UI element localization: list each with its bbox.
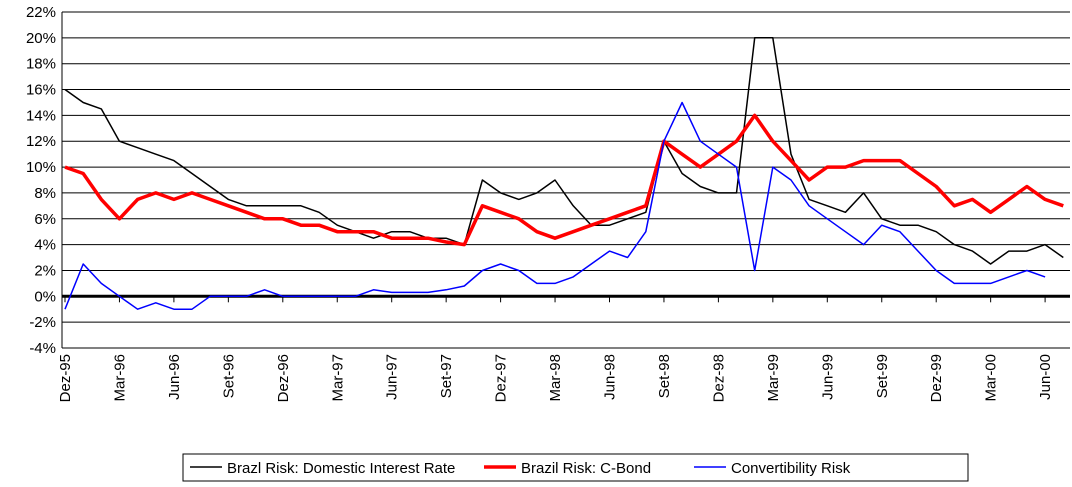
y-tick-label: 20% [26,30,56,47]
x-tick-label: Set-97 [438,354,455,398]
x-tick-label: Jun-96 [166,354,183,400]
y-tick-label: -4% [29,340,56,357]
y-tick-label: 0% [34,288,56,305]
legend-box [182,453,969,482]
x-tick-label: Dez-95 [57,354,74,402]
y-tick-label: 12% [26,133,56,150]
x-tick-label: Mar-99 [765,354,782,402]
x-tick-label: Jun-99 [819,354,836,400]
legend-label: Brazl Risk: Domestic Interest Rate [227,460,455,477]
x-tick-label: Mar-96 [111,354,128,402]
x-tick-label: Mar-97 [329,354,346,402]
x-tick-label: Dez-96 [275,354,292,402]
x-tick-label: Jun-97 [384,354,401,400]
series-line [64,37,1064,265]
series-line [64,101,1046,310]
y-tick-label: 4% [34,237,56,254]
y-tick-label: 10% [26,159,56,176]
x-tick-label: Mar-00 [983,354,1000,402]
x-tick-label: Dez-97 [493,354,510,402]
x-tick-label: Jun-98 [602,354,619,400]
x-tick-label: Set-96 [220,354,237,398]
y-tick-label: 8% [34,185,56,202]
legend-label: Brazil Risk: C-Bond [521,460,651,477]
y-tick-label: 22% [26,4,56,21]
x-tick-label: Set-98 [656,354,673,398]
series-line [64,113,1064,247]
x-tick-label: Dez-98 [710,354,727,402]
x-tick-label: Set-99 [874,354,891,398]
y-tick-label: -2% [29,314,56,331]
y-tick-label: 6% [34,211,56,228]
legend-label: Convertibility Risk [731,460,851,477]
y-tick-label: 16% [26,82,56,99]
x-tick-label: Mar-98 [547,354,564,402]
x-tick-label: Jun-00 [1037,354,1054,400]
y-tick-label: 2% [34,262,56,279]
legend: Brazl Risk: Domestic Interest Rate Brazil… [182,453,969,482]
y-tick-label: 18% [26,56,56,73]
x-tick-label: Dez-99 [928,354,945,402]
y-tick-label: 14% [26,107,56,124]
